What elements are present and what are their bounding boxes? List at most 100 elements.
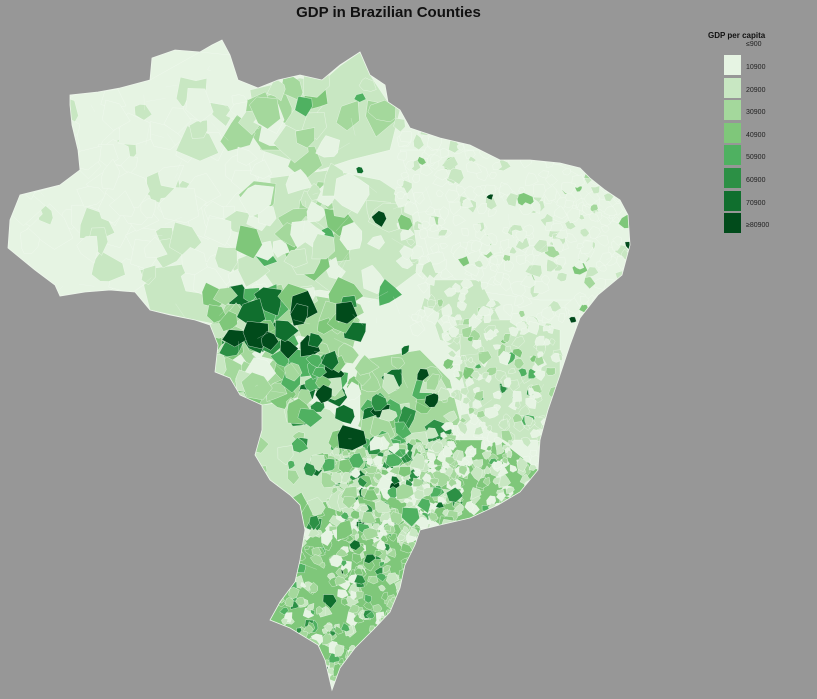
- county-region: [143, 236, 168, 258]
- county-region: [466, 160, 482, 174]
- county-region: [550, 144, 563, 158]
- county-region: [580, 140, 594, 158]
- county-border-line: [207, 65, 210, 70]
- county-border-line: [260, 500, 273, 512]
- county-border-line: [383, 457, 389, 473]
- county-region: [404, 200, 419, 216]
- county-region: [290, 303, 309, 327]
- county-region: [353, 668, 365, 681]
- county-border-line: [522, 672, 539, 682]
- county-region: [472, 223, 482, 233]
- county-border-line: [74, 366, 78, 379]
- county-border-line: [485, 431, 492, 434]
- county-region: [485, 298, 496, 308]
- county-region: [337, 658, 344, 665]
- county-region: [495, 442, 505, 456]
- county-region: [397, 213, 413, 231]
- legend-label: ≥80900: [746, 222, 770, 230]
- county-region: [528, 140, 539, 149]
- county-region: [435, 502, 445, 509]
- county-region: [440, 268, 454, 279]
- county-region: [399, 130, 412, 143]
- county-region: [561, 181, 577, 195]
- county-border-line: [29, 329, 32, 339]
- county-region: [266, 79, 286, 102]
- county-border-line: [210, 415, 221, 425]
- county-border-line: [428, 589, 431, 609]
- county-region: [600, 225, 610, 233]
- county-region: [521, 504, 530, 513]
- county-region: [442, 358, 454, 370]
- county-region: [385, 572, 399, 585]
- county-border-line: [555, 586, 574, 603]
- county-region: [552, 478, 563, 488]
- county-region: [430, 242, 440, 254]
- county-border-line: [49, 474, 66, 492]
- county-region: [546, 470, 556, 482]
- county-region: [287, 543, 294, 552]
- county-region: [411, 600, 422, 613]
- county-region: [589, 225, 601, 239]
- legend-label: 70900: [746, 199, 766, 207]
- county-region: [249, 159, 273, 179]
- county-region: [412, 470, 422, 477]
- county-region: [253, 287, 282, 317]
- county-border-line: [315, 64, 318, 73]
- county-border-line: [195, 615, 209, 624]
- legend-swatch: [724, 77, 741, 98]
- county-region: [297, 659, 304, 666]
- county-region: [101, 158, 120, 190]
- county-border-line: [292, 636, 313, 650]
- county-border-line: [563, 119, 565, 129]
- county-region: [486, 194, 494, 201]
- county-region: [401, 344, 410, 356]
- county-region: [479, 233, 493, 246]
- legend-label: 60900: [746, 177, 766, 184]
- county-region: [400, 542, 413, 554]
- county-region: [366, 458, 373, 467]
- county-region: [235, 225, 263, 260]
- county-region: [412, 174, 420, 183]
- county-region: [443, 333, 452, 342]
- county-region: [456, 184, 466, 197]
- county-region: [529, 449, 537, 457]
- county-region: [416, 368, 430, 382]
- county-region: [513, 358, 525, 369]
- county-region: [532, 391, 542, 399]
- county-border-line: [489, 532, 503, 546]
- county-region: [364, 594, 372, 604]
- county-region: [400, 638, 408, 645]
- county-region: [365, 675, 371, 683]
- county-region: [280, 528, 290, 538]
- county-region: [406, 561, 417, 574]
- county-border-line: [604, 317, 607, 335]
- county-region: [615, 170, 627, 182]
- county-region: [509, 246, 518, 255]
- county-border-line: [286, 357, 300, 375]
- county-region: [406, 239, 415, 247]
- county-region: [350, 510, 360, 520]
- county-region: [576, 243, 584, 249]
- county-region: [425, 206, 435, 215]
- county-border-line: [220, 148, 223, 151]
- county-border-line: [445, 419, 448, 428]
- county-region: [503, 304, 514, 317]
- county-region: [453, 368, 460, 378]
- county-region: [181, 247, 208, 275]
- county-region: [462, 198, 474, 208]
- county-border-line: [122, 352, 142, 365]
- county-border-line: [257, 328, 276, 339]
- county-region: [249, 96, 281, 130]
- county-border-line: [606, 549, 616, 558]
- county-region: [369, 436, 383, 451]
- county-region: [492, 390, 502, 400]
- county-region: [460, 387, 469, 396]
- county-border-line: [143, 94, 145, 111]
- county-region: [443, 410, 458, 423]
- county-region: [351, 553, 363, 564]
- county-region: [506, 450, 513, 459]
- county-region: [278, 533, 287, 542]
- county-border-line: [493, 633, 500, 640]
- county-region: [535, 491, 546, 503]
- county-region: [502, 457, 508, 465]
